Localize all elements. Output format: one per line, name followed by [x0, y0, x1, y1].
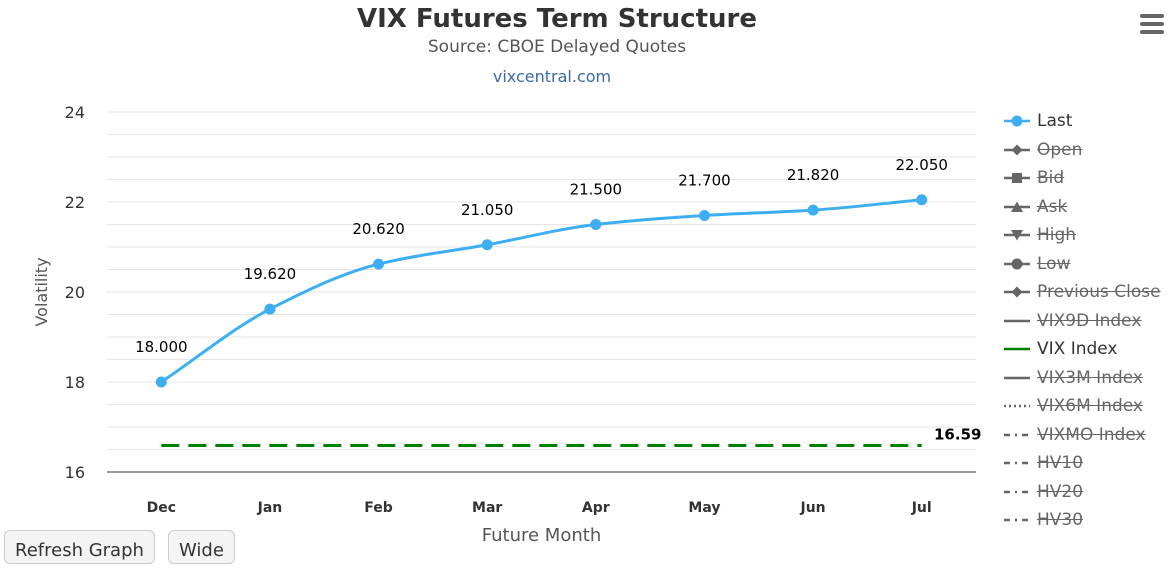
- legend-label: HV10: [1037, 453, 1084, 473]
- last-series-line: [160, 198, 922, 384]
- last-data-point: [373, 258, 385, 270]
- refresh-graph-button[interactable]: Refresh Graph: [4, 530, 155, 564]
- x-tick-label: Dec: [147, 500, 176, 516]
- last-data-label: 21.820: [787, 166, 840, 184]
- legend-item[interactable]: VIX3M Index: [1004, 365, 1172, 394]
- x-tick-label: Jul: [911, 500, 932, 516]
- last-data-label: 21.050: [461, 201, 514, 219]
- last-data-point: [264, 303, 276, 315]
- chart-plot: 16 18 20 22 24 Volatility Dec Jan Feb Mar Apr May Ju…: [32, 103, 981, 546]
- legend-symbol-icon: [1004, 173, 1030, 183]
- vix-index-data-label: 16.59: [934, 425, 981, 443]
- legend-label: Last: [1037, 111, 1073, 131]
- chart-title: VIX Futures Term Structure: [357, 4, 757, 34]
- chart-subtitle: Source: CBOE Delayed Quotes: [427, 37, 687, 57]
- legend-symbol-icon: [1004, 144, 1030, 155]
- legend-symbol-icon: [1004, 230, 1030, 241]
- legend-item[interactable]: Last: [1004, 108, 1172, 137]
- legend-item[interactable]: HV20: [1004, 479, 1172, 508]
- legend-item[interactable]: VIX9D Index: [1004, 308, 1172, 337]
- legend-symbol-icon: [1004, 433, 1030, 436]
- legend-label: HV20: [1037, 481, 1084, 502]
- legend-symbol-icon: [1004, 376, 1030, 379]
- legend-label: Open: [1037, 139, 1083, 160]
- legend-label: High: [1037, 225, 1077, 245]
- last-data-point: [807, 204, 819, 216]
- legend-item[interactable]: VIXMO Index: [1004, 422, 1172, 451]
- legend-item[interactable]: Ask: [1004, 194, 1172, 223]
- legend-symbol-icon: [1004, 490, 1030, 493]
- legend-symbol-icon: [1004, 347, 1030, 351]
- legend-item[interactable]: High: [1004, 222, 1172, 251]
- x-tick-label: Jan: [257, 500, 283, 516]
- last-data-point: [590, 219, 602, 230]
- last-data-label: 22.050: [895, 156, 948, 174]
- legend-label: Previous Close: [1037, 282, 1161, 302]
- legend-label: VIXMO Index: [1037, 424, 1146, 445]
- y-tick-label: 20: [65, 283, 85, 302]
- legend-label: VIX3M Index: [1037, 367, 1143, 388]
- legend-item[interactable]: Open: [1004, 137, 1172, 166]
- legend-label: Low: [1037, 253, 1071, 274]
- y-tick-label: 18: [65, 373, 85, 392]
- legend-item[interactable]: Low: [1004, 251, 1172, 280]
- last-data-label: 21.700: [678, 172, 731, 190]
- legend-label: Ask: [1037, 196, 1068, 217]
- y-tick-label: 16: [65, 463, 85, 482]
- legend-symbol-icon: [1004, 404, 1030, 408]
- legend-symbol-icon: [1004, 518, 1030, 522]
- wide-button[interactable]: Wide: [168, 530, 235, 564]
- legend-symbol-icon: [1004, 319, 1030, 322]
- legend-symbol-icon: [1004, 258, 1030, 269]
- last-data-label: 21.500: [570, 181, 623, 199]
- last-data-label: 19.620: [244, 265, 297, 283]
- last-data-point: [916, 194, 928, 206]
- legend-item[interactable]: HV30: [1004, 507, 1172, 536]
- chart-legend: Last Open Bid Ask High Low Previous Close VIX9D…: [1004, 108, 1172, 536]
- x-tick-label: Apr: [582, 500, 610, 516]
- x-axis-title: Future Month: [482, 525, 601, 546]
- x-tick-label: May: [688, 500, 720, 516]
- legend-symbol-icon: [1004, 461, 1030, 465]
- last-data-point: [698, 210, 710, 221]
- last-data-label: 20.620: [352, 220, 405, 238]
- hamburger-menu-icon[interactable]: [1138, 12, 1166, 36]
- legend-label: Bid: [1037, 168, 1065, 188]
- legend-item[interactable]: Previous Close: [1004, 279, 1172, 308]
- legend-label: HV30: [1037, 510, 1084, 530]
- legend-item[interactable]: HV10: [1004, 450, 1172, 479]
- legend-label: VIX Index: [1037, 339, 1118, 359]
- legend-symbol-icon: [1004, 115, 1030, 127]
- legend-item[interactable]: VIX6M Index: [1004, 393, 1172, 422]
- last-data-point: [481, 239, 493, 251]
- legend-symbol-icon: [1004, 286, 1030, 298]
- legend-item[interactable]: Bid: [1004, 165, 1172, 194]
- x-tick-label: Feb: [364, 500, 393, 516]
- x-tick-label: Jun: [799, 500, 825, 516]
- y-tick-label: 22: [65, 193, 85, 212]
- chart-credit-link[interactable]: vixcentral.com: [492, 67, 612, 86]
- last-data-point: [155, 376, 167, 388]
- last-data-label: 18.000: [135, 338, 188, 356]
- legend-label: VIX6M Index: [1037, 396, 1143, 416]
- y-axis-title: Volatility: [32, 257, 51, 326]
- legend-label: VIX9D Index: [1037, 310, 1142, 331]
- legend-symbol-icon: [1004, 201, 1030, 212]
- x-tick-label: Mar: [472, 500, 502, 516]
- legend-item[interactable]: VIX Index: [1004, 336, 1172, 365]
- y-tick-label: 24: [65, 103, 85, 122]
